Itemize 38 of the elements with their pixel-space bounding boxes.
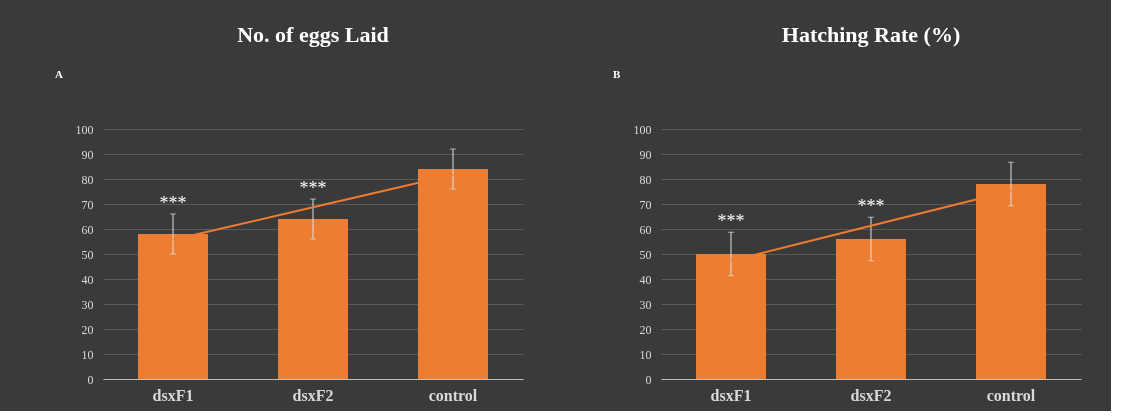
bar: [836, 239, 906, 379]
chart-title: Hatching Rate (%): [781, 22, 961, 47]
y-tick-label: 50: [639, 247, 652, 262]
y-tick-label: 50: [81, 247, 94, 262]
y-tick-label: 70: [81, 197, 94, 212]
x-tick-label: dsxF2: [292, 386, 334, 404]
y-tick-label: 100: [633, 122, 652, 137]
x-tick-label: control: [986, 386, 1036, 404]
y-tick-label: 90: [639, 147, 652, 162]
x-tick-label: dsxF1: [710, 386, 752, 404]
bar: [278, 219, 348, 379]
y-tick-label: 60: [639, 222, 652, 237]
annotation: ***: [299, 178, 327, 198]
annotation: ***: [857, 195, 885, 216]
chart-title: No. of eggs Laid: [237, 22, 389, 47]
text: A: [55, 68, 63, 80]
annotation: ***: [717, 210, 745, 231]
y-tick-label: 20: [639, 322, 652, 337]
y-tick-label: 0: [645, 372, 652, 387]
y-tick-label: 60: [81, 222, 94, 237]
y-tick-label: 10: [81, 347, 94, 362]
y-tick-label: 0: [87, 372, 94, 387]
text: B: [613, 68, 621, 80]
y-tick-label: 10: [639, 347, 652, 362]
x-tick-label: dsxF1: [152, 386, 194, 404]
y-tick-label: 80: [81, 172, 94, 187]
y-tick-label: 20: [81, 322, 94, 337]
y-tick-label: 30: [639, 297, 652, 312]
x-tick-label: control: [428, 386, 478, 404]
y-tick-label: 80: [639, 172, 652, 187]
y-tick-label: 40: [81, 272, 94, 287]
x-tick-label: dsxF2: [850, 386, 892, 404]
y-tick-label: 90: [81, 147, 94, 162]
y-tick-label: 30: [81, 297, 94, 312]
annotation: ***: [159, 193, 187, 213]
y-tick-label: 100: [75, 122, 94, 137]
y-tick-label: 40: [639, 272, 652, 287]
y-tick-label: 70: [639, 197, 652, 212]
